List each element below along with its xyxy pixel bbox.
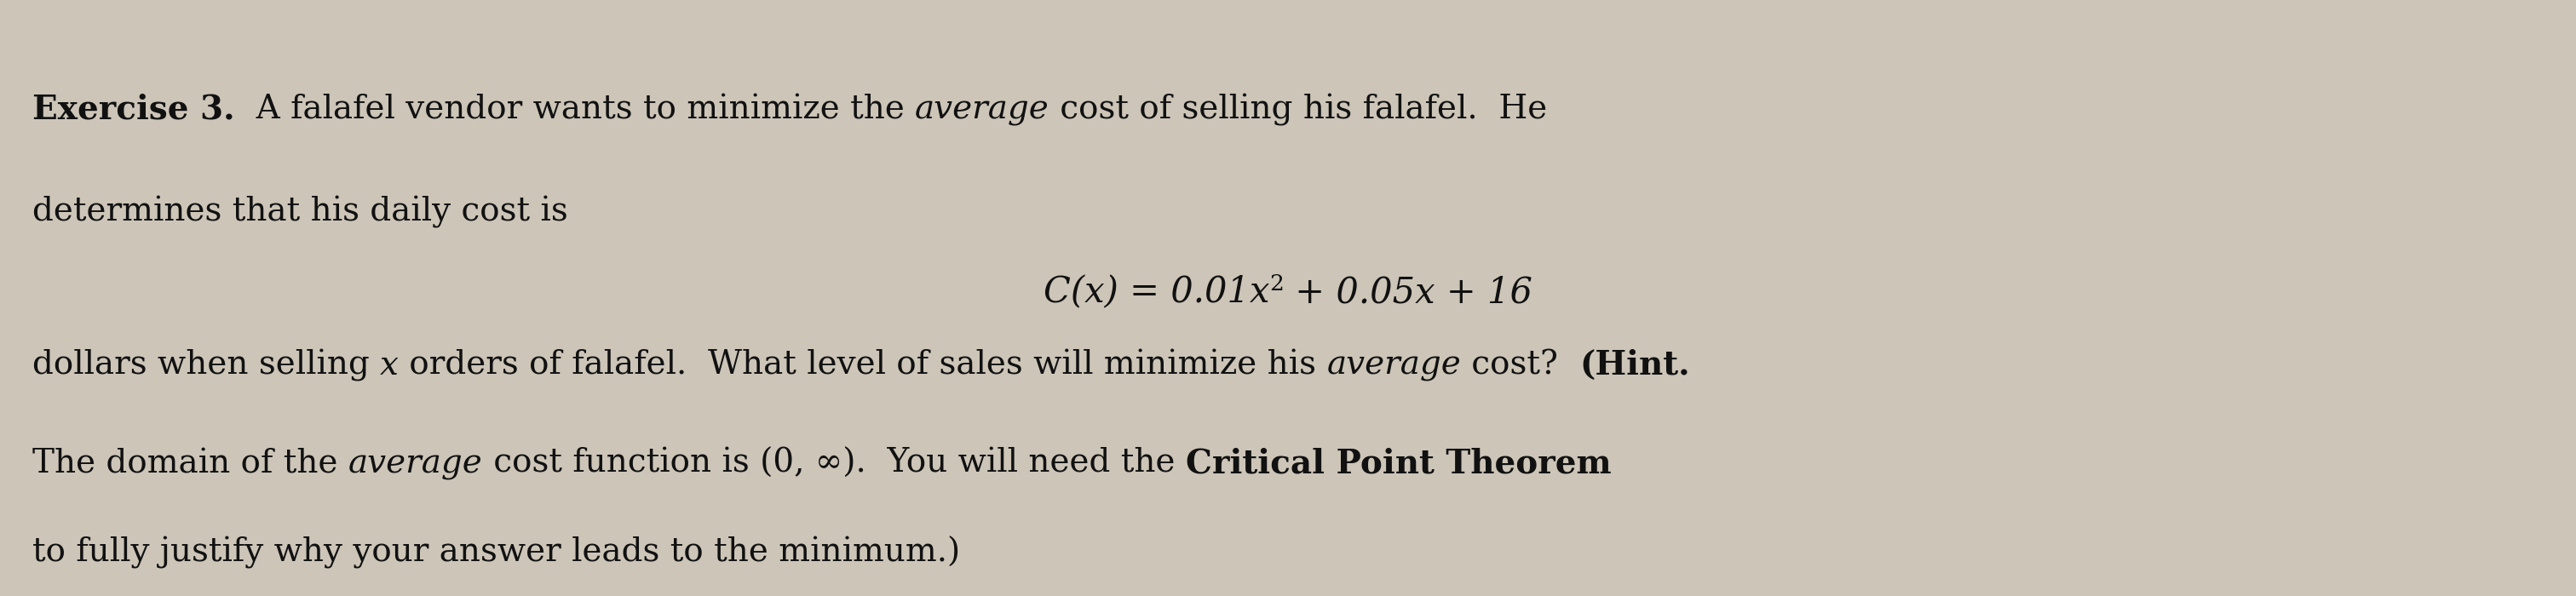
Text: dollars when selling: dollars when selling [33, 349, 381, 382]
Text: x: x [381, 350, 399, 381]
Text: average: average [1327, 350, 1461, 382]
Text: average: average [914, 95, 1048, 126]
Text: (Hint.: (Hint. [1579, 349, 1690, 381]
Text: C(x) = 0.01x: C(x) = 0.01x [1043, 274, 1270, 310]
Text: determines that his daily cost is: determines that his daily cost is [33, 196, 567, 229]
Text: to fully justify why your answer leads to the minimum.): to fully justify why your answer leads t… [33, 536, 961, 569]
Text: 2: 2 [1270, 274, 1283, 294]
Text: + 0.05x + 16: + 0.05x + 16 [1283, 274, 1533, 310]
Text: Exercise 3.: Exercise 3. [33, 94, 234, 126]
Text: cost?: cost? [1461, 350, 1579, 381]
Text: average: average [348, 448, 482, 480]
Text: cost of selling his falafel.  He: cost of selling his falafel. He [1048, 94, 1546, 126]
Text: The domain of the: The domain of the [33, 448, 348, 479]
Text: orders of falafel.  What level of sales will minimize his: orders of falafel. What level of sales w… [399, 350, 1327, 381]
Text: A falafel vendor wants to minimize the: A falafel vendor wants to minimize the [234, 95, 914, 126]
Text: cost function is (0, ∞).  You will need the: cost function is (0, ∞). You will need t… [482, 448, 1185, 479]
Text: Critical Point Theorem: Critical Point Theorem [1185, 447, 1610, 479]
